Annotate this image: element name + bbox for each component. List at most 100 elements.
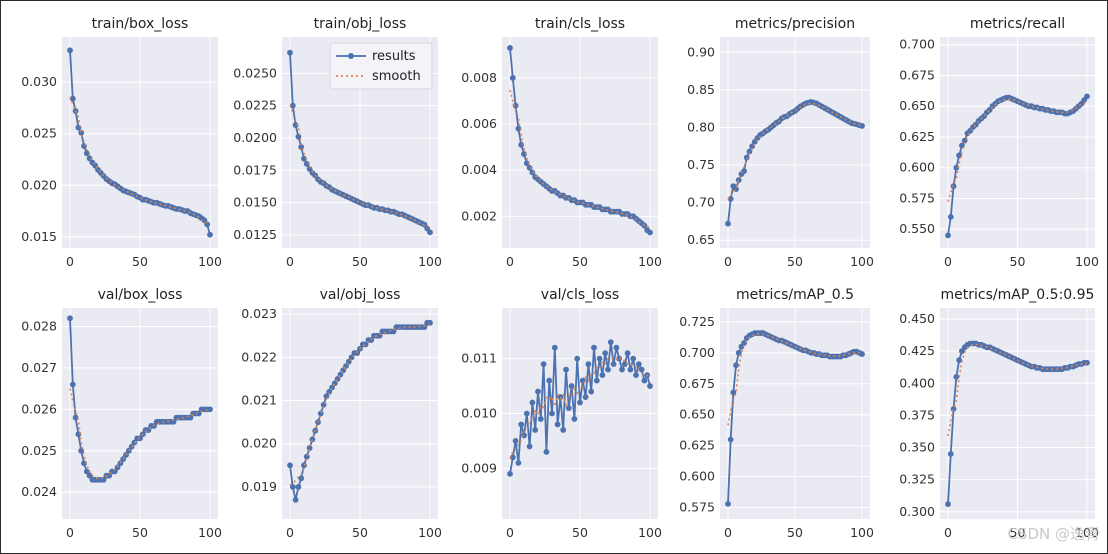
- y-tick-label: 0.625: [899, 129, 935, 144]
- results-point: [725, 500, 731, 507]
- results-point: [591, 344, 597, 351]
- y-tick-label: 0.0125: [233, 227, 277, 242]
- results-point: [630, 355, 637, 362]
- x-tick-label: 50: [132, 254, 148, 269]
- x-tick-label: 100: [850, 525, 874, 540]
- subplot-title: metrics/mAP_0.5: [736, 287, 854, 303]
- y-tick-label: 0.028: [21, 319, 57, 334]
- results-point: [735, 349, 742, 356]
- subplot-title: metrics/mAP_0.5:0.95: [941, 287, 1095, 303]
- results-point: [207, 406, 213, 413]
- results-point: [69, 95, 76, 102]
- results-point: [515, 459, 522, 466]
- y-tick-label: 0.0250: [233, 65, 277, 80]
- y-tick-label: 0.400: [899, 375, 935, 390]
- results-point: [735, 177, 742, 183]
- results-point: [303, 453, 310, 460]
- results-point: [537, 416, 544, 422]
- subplot-metrics-map-0-5: 0.575 0.600 0.625 0.650 0.675 0.700 0.725 0 50 10…: [679, 287, 874, 540]
- subplot-title: metrics/recall: [970, 16, 1065, 32]
- results-point: [549, 410, 555, 417]
- results-point: [512, 438, 519, 444]
- x-tick-label: 0: [66, 254, 74, 269]
- x-tick-label: 50: [787, 525, 803, 540]
- subplot-title: val/cls_loss: [541, 287, 619, 303]
- y-tick-label: 0.375: [899, 407, 935, 422]
- y-tick-label: 0.021: [241, 393, 277, 408]
- results-point: [509, 454, 516, 461]
- x-tick-label: 100: [638, 254, 662, 269]
- smooth-series-line: [947, 98, 1088, 202]
- legend-smooth-label: smooth: [372, 69, 421, 84]
- results-point: [956, 357, 963, 364]
- results-point: [86, 472, 93, 479]
- results-point: [292, 496, 299, 503]
- smooth-series-line: [947, 343, 1088, 437]
- subplot-train-obj-loss: 0.0125 0.0150 0.0175 0.0200 0.0225 0.0250 0 50 1…: [233, 16, 442, 269]
- results-point: [605, 366, 611, 373]
- results-point: [170, 418, 177, 425]
- y-tick-label: 0.030: [21, 74, 57, 89]
- results-point: [289, 484, 296, 490]
- results-point: [733, 362, 739, 369]
- y-tick-label: 0.90: [687, 44, 715, 59]
- results-point: [507, 470, 513, 477]
- results-point: [641, 377, 648, 384]
- subplot-title: train/box_loss: [92, 16, 189, 32]
- results-point: [859, 123, 865, 129]
- results-point: [953, 164, 960, 171]
- y-tick-label: 0.019: [241, 479, 277, 494]
- results-point: [859, 351, 865, 357]
- results-point: [292, 122, 299, 128]
- results-point: [78, 447, 85, 454]
- results-point: [529, 169, 536, 176]
- csdn-watermark: CSDN @逸青: [1007, 525, 1100, 543]
- results-point: [743, 154, 750, 161]
- subplot-title: val/box_loss: [98, 287, 183, 303]
- results-point: [741, 168, 747, 174]
- y-tick-label: 0.009: [461, 460, 497, 475]
- results-point: [725, 220, 731, 227]
- results-point: [610, 361, 617, 368]
- results-point: [523, 160, 530, 167]
- subplot-val-obj-loss: 0.019 0.020 0.021 0.022 0.023 0 50 100 val/obj_l…: [241, 287, 442, 540]
- results-point: [309, 436, 316, 443]
- results-point: [543, 449, 550, 455]
- legend: results smooth: [329, 42, 433, 90]
- results-point: [571, 416, 578, 422]
- y-tick-label: 0.004: [461, 162, 497, 177]
- results-point: [577, 399, 583, 406]
- results-point: [509, 75, 516, 81]
- y-tick-label: 0.010: [461, 406, 497, 421]
- results-point: [546, 377, 553, 384]
- results-point: [947, 214, 954, 220]
- y-tick-label: 0.0175: [233, 162, 277, 177]
- subplot-val-box-loss: 0.024 0.025 0.026 0.027 0.028 0 50 100 val/box_l…: [21, 287, 222, 540]
- results-point: [114, 464, 121, 471]
- x-tick-label: 100: [418, 525, 442, 540]
- y-tick-label: 0.020: [21, 177, 57, 192]
- results-point: [619, 366, 625, 373]
- results-point: [137, 435, 143, 442]
- y-tick-label: 0.650: [899, 98, 935, 113]
- smooth-series-line: [289, 324, 431, 486]
- subplot-title: train/obj_loss: [314, 16, 407, 32]
- results-point: [582, 394, 589, 400]
- x-tick-label: 50: [352, 525, 368, 540]
- results-point: [187, 414, 194, 421]
- results-point: [635, 361, 642, 368]
- x-tick-label: 50: [787, 254, 803, 269]
- results-point: [521, 432, 527, 439]
- results-point: [1084, 359, 1090, 366]
- results-point: [518, 421, 525, 428]
- results-point: [69, 381, 76, 388]
- results-point: [554, 421, 561, 428]
- x-tick-label: 50: [1010, 254, 1026, 269]
- results-point: [427, 319, 433, 326]
- results-point: [303, 160, 310, 167]
- x-tick-label: 0: [724, 254, 732, 269]
- results-point: [326, 389, 333, 395]
- results-point: [289, 102, 296, 109]
- y-tick-label: 0.015: [21, 229, 57, 244]
- smooth-series-line: [509, 355, 651, 460]
